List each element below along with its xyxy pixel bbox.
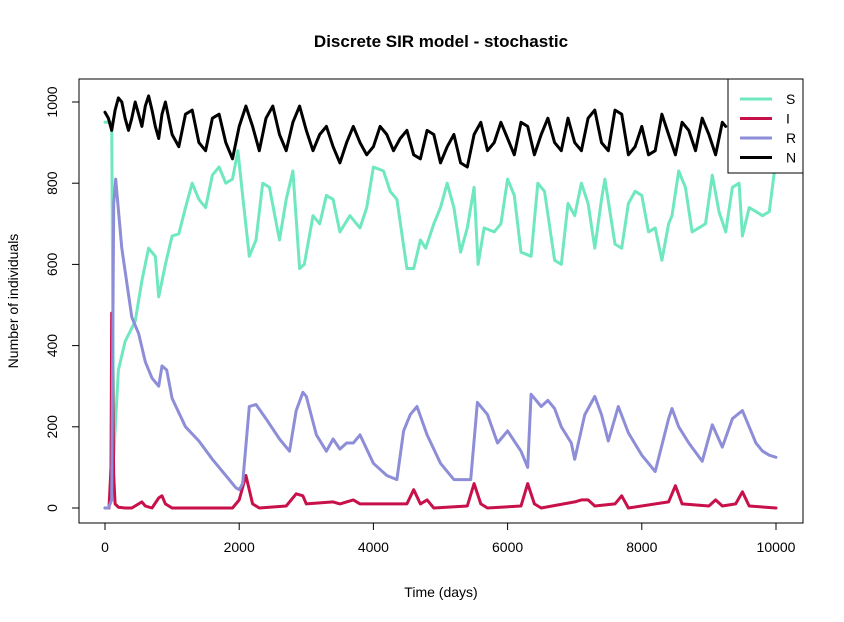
legend-label-s: S: [786, 91, 795, 107]
chart-title: Discrete SIR model - stochastic: [314, 32, 568, 51]
series-line-i: [103, 311, 778, 510]
x-axis-label: Time (days): [404, 584, 477, 600]
y-tick-label: 1000: [44, 86, 60, 117]
series-line-n: [103, 94, 728, 169]
y-tick-label: 0: [44, 504, 60, 512]
y-tick-label: 400: [44, 334, 60, 358]
x-axis: 0 2000 4000 6000 8000 10000: [101, 522, 796, 555]
x-tick-label: 4000: [358, 539, 389, 555]
legend-label-i: I: [786, 111, 790, 127]
y-tick-label: 200: [44, 415, 60, 439]
legend-label-n: N: [786, 150, 796, 166]
series-layer: [103, 94, 778, 510]
legend-label-r: R: [786, 130, 796, 146]
x-tick-label: 0: [101, 539, 109, 555]
y-axis: 0 200 400 600 800 1000: [44, 86, 80, 512]
y-tick-label: 600: [44, 253, 60, 277]
y-tick-label: 800: [44, 171, 60, 195]
series-line-s: [103, 120, 778, 457]
x-tick-label: 2000: [224, 539, 255, 555]
x-tick-label: 6000: [492, 539, 523, 555]
y-axis-label: Number of individuals: [5, 234, 21, 369]
x-tick-label: 8000: [626, 539, 657, 555]
x-tick-label: 10000: [757, 539, 796, 555]
series-line-r: [103, 177, 778, 510]
